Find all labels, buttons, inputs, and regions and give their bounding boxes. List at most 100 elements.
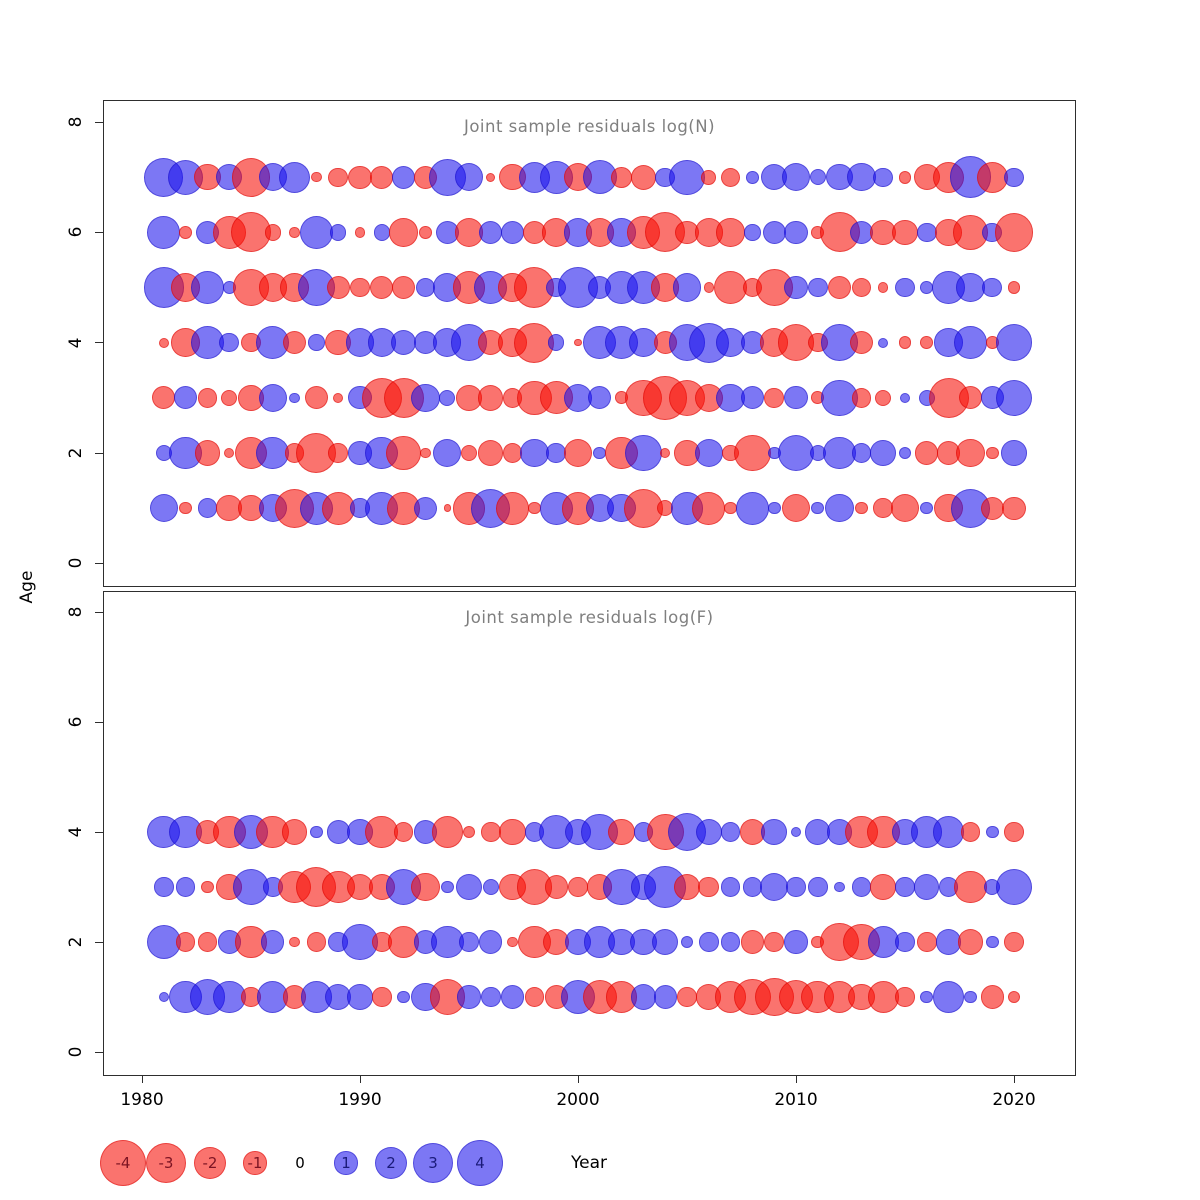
residual-bubble xyxy=(895,932,915,952)
y-tick-mark xyxy=(95,611,103,613)
legend-bubble xyxy=(243,1151,267,1175)
residual-bubble xyxy=(759,872,789,902)
residual-bubble xyxy=(443,504,451,512)
residual-bubble xyxy=(1001,440,1027,466)
residual-bubble xyxy=(761,819,787,845)
residual-bubble xyxy=(874,389,892,407)
residual-bubble xyxy=(895,987,915,1007)
residual-bubble xyxy=(411,872,440,902)
residual-bubble xyxy=(328,443,348,463)
residual-bubble xyxy=(914,874,940,900)
residual-bubble xyxy=(744,224,761,241)
residual-bubble xyxy=(867,981,899,1013)
y-tick-mark xyxy=(95,452,103,454)
residual-bubble xyxy=(982,277,1002,298)
residual-bubble xyxy=(851,388,872,408)
residual-bubble xyxy=(194,440,221,466)
residual-bubble xyxy=(873,167,893,187)
residual-bubble xyxy=(953,215,988,250)
residual-bubble xyxy=(283,331,307,355)
y-tick-mark xyxy=(95,941,103,943)
residual-bubble xyxy=(392,165,416,189)
x-tick-label: 1990 xyxy=(338,1090,382,1110)
residual-bubble xyxy=(720,932,741,952)
y-tick-label: 8 xyxy=(66,116,86,128)
residual-bubble xyxy=(392,275,416,300)
legend-value-label: 0 xyxy=(295,1154,305,1172)
residual-bubble xyxy=(333,392,344,404)
residual-bubble xyxy=(720,877,741,897)
y-tick-label: 0 xyxy=(66,557,86,569)
residual-bubble xyxy=(574,339,582,347)
residual-bubble xyxy=(342,924,378,960)
residual-bubble xyxy=(898,336,912,350)
residual-bubble xyxy=(568,877,588,897)
residual-bubble xyxy=(957,929,984,955)
residual-bubble xyxy=(790,826,802,838)
residual-bubble xyxy=(308,334,325,351)
residual-bubble xyxy=(956,273,985,302)
residual-bubble xyxy=(231,157,271,197)
x-tick-label: 2020 xyxy=(992,1090,1036,1110)
residual-bubble xyxy=(677,987,697,1007)
residual-bubble xyxy=(499,818,526,846)
y-tick-label: 4 xyxy=(66,337,86,349)
residual-bubble xyxy=(348,165,372,189)
residual-bubble xyxy=(455,873,483,901)
residual-bubble xyxy=(450,324,488,362)
residual-bubble xyxy=(486,172,496,182)
residual-bubble xyxy=(980,496,1004,520)
residual-bubble xyxy=(258,383,287,413)
residual-bubble xyxy=(454,163,484,192)
residual-bubble xyxy=(431,816,463,848)
residual-bubble xyxy=(873,498,893,518)
panel-log-n: Joint sample residuals log(N) xyxy=(103,100,1076,587)
residual-bubble xyxy=(304,386,328,410)
residual-bubble xyxy=(393,822,414,842)
residual-bubble xyxy=(935,929,962,955)
residual-bubble xyxy=(372,987,392,1007)
residual-bubble xyxy=(147,215,181,249)
residual-bubble xyxy=(507,936,518,948)
residual-bubble xyxy=(808,877,828,897)
residual-bubble xyxy=(1007,990,1021,1004)
residual-bubble xyxy=(457,985,481,1009)
residual-bubble xyxy=(630,164,657,190)
residual-bubble xyxy=(220,389,238,407)
residual-bubble xyxy=(805,819,831,845)
residual-bubble xyxy=(279,161,311,193)
residual-bubble xyxy=(811,501,825,515)
residual-bubble xyxy=(261,930,285,954)
residual-bubble xyxy=(462,825,476,839)
residual-bubble xyxy=(917,932,937,952)
x-axis-title: Year xyxy=(571,1153,607,1173)
y-axis-title: Age xyxy=(17,570,37,604)
residual-bubble xyxy=(746,170,759,184)
x-tick-mark xyxy=(359,1075,361,1083)
y-tick-label: 8 xyxy=(66,606,86,618)
residual-bubble xyxy=(224,447,235,459)
residual-bubble xyxy=(175,932,196,952)
residual-bubble xyxy=(459,932,479,952)
residual-bubble xyxy=(823,436,856,470)
residual-bubble xyxy=(716,218,745,247)
residual-bubble xyxy=(524,987,545,1007)
residual-bubble xyxy=(899,392,911,404)
residual-bubble xyxy=(149,493,178,523)
residual-bubble xyxy=(933,816,965,848)
residual-bubble xyxy=(175,877,196,897)
residual-bubble xyxy=(985,446,999,460)
residual-bubble xyxy=(920,990,934,1004)
residual-bubble xyxy=(784,930,808,954)
x-tick-label: 2000 xyxy=(556,1090,600,1110)
residual-bubble xyxy=(895,277,915,298)
residual-bubble xyxy=(481,822,501,842)
residual-bubble xyxy=(630,984,657,1010)
residual-bubble xyxy=(828,275,852,300)
residual-bubble xyxy=(179,501,192,515)
panel-log-f-title: Joint sample residuals log(F) xyxy=(465,608,714,627)
residual-bubble xyxy=(411,383,440,413)
residual-bubble xyxy=(389,218,418,247)
residual-bubble xyxy=(482,878,499,896)
residual-bubble xyxy=(867,926,899,958)
